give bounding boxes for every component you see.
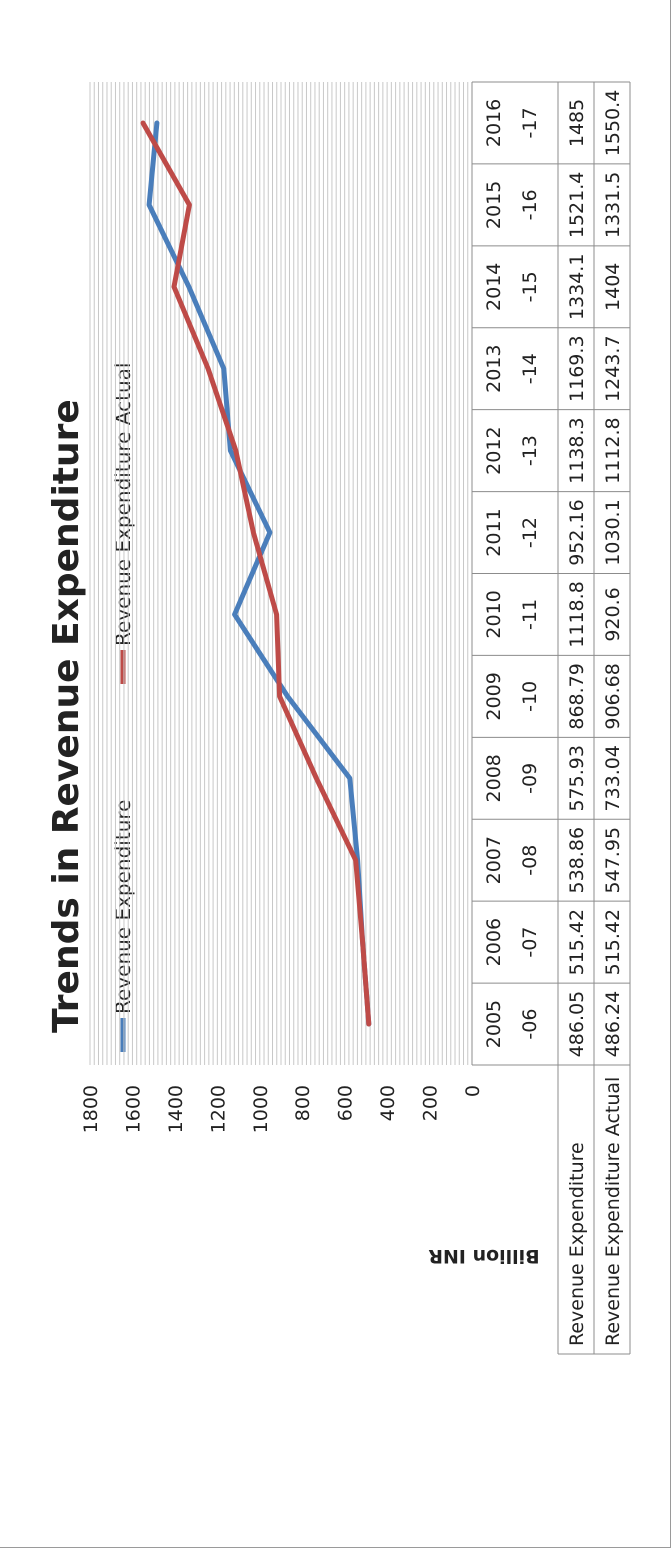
- data-label: 1138.3: [566, 417, 588, 483]
- data-label: 1404: [602, 263, 624, 311]
- data-label: 515.42: [566, 909, 588, 975]
- x-tick-label: -12: [519, 517, 541, 548]
- data-label: 1030.1: [602, 499, 624, 565]
- data-label: 920.6: [602, 587, 624, 641]
- data-label: 1243.7: [602, 335, 624, 401]
- y-axis-ticks: 0 200 400 600 800 1000 1200 1400 1600 1800: [80, 1085, 484, 1133]
- grid-lines: [89, 82, 473, 1065]
- data-label: 1169.3: [566, 335, 588, 401]
- chart-title: Trends in Revenue Expenditure: [46, 399, 87, 1033]
- legend: Revenue Expenditure Revenue Expenditure A…: [111, 363, 135, 1052]
- data-label: 1550.4: [602, 90, 624, 156]
- data-label: 575.93: [566, 745, 588, 811]
- data-label: 868.79: [566, 663, 588, 729]
- x-tick-label: -17: [519, 107, 541, 138]
- x-tick-label: -14: [519, 353, 541, 384]
- y-tick-label: 0: [462, 1085, 484, 1097]
- legend-entry-2: Revenue Expenditure Actual: [111, 363, 135, 684]
- data-label: 1118.8: [566, 581, 588, 647]
- x-tick-label: 2006: [483, 918, 505, 966]
- series-line-2: [140, 120, 372, 1027]
- data-label: 1521.4: [566, 172, 588, 238]
- data-label: 1331.5: [602, 172, 624, 238]
- data-label: 952.16: [566, 499, 588, 565]
- y-tick-label: 200: [420, 1085, 442, 1121]
- x-tick-label: 2015: [483, 181, 505, 229]
- x-tick-label: 2009: [483, 672, 505, 720]
- x-tick-label: 2014: [483, 263, 505, 311]
- x-tick-label: 2010: [483, 590, 505, 638]
- data-label: 515.42: [602, 909, 624, 975]
- x-tick-label: 2005: [483, 1000, 505, 1048]
- x-tick-label: -13: [519, 435, 541, 466]
- x-tick-label: 2016: [483, 99, 505, 147]
- data-label: 486.24: [602, 991, 624, 1057]
- y-tick-label: 1800: [80, 1085, 102, 1133]
- data-label: 1485: [566, 99, 588, 147]
- y-tick-label: 800: [292, 1085, 314, 1121]
- x-tick-label: 2013: [483, 345, 505, 393]
- legend-label: Revenue Expenditure: [111, 800, 135, 1014]
- data-label: 1334.1: [566, 254, 588, 320]
- x-tick-label: 2008: [483, 754, 505, 802]
- x-tick-label: -07: [519, 927, 541, 958]
- x-tick-label: -06: [519, 1009, 541, 1040]
- data-label: 547.95: [602, 827, 624, 893]
- y-tick-label: 400: [377, 1085, 399, 1121]
- y-axis-label: Billion INR: [428, 1245, 540, 1267]
- x-tick-label: -15: [519, 271, 541, 302]
- x-tick-label: 2007: [483, 836, 505, 884]
- legend-label: Revenue Expenditure Actual: [111, 363, 135, 646]
- y-tick-label: 1200: [207, 1085, 229, 1133]
- legend-entry-1: Revenue Expenditure: [111, 800, 135, 1052]
- x-tick-label: -10: [519, 681, 541, 712]
- x-tick-label: 2012: [483, 426, 505, 474]
- x-tick-label: -11: [519, 599, 541, 630]
- y-tick-label: 1400: [165, 1085, 187, 1133]
- x-tick-label: -08: [519, 845, 541, 876]
- data-label: 538.86: [566, 827, 588, 893]
- x-tick-label: -09: [519, 763, 541, 794]
- data-label: 486.05: [566, 991, 588, 1057]
- series-lines: [140, 120, 372, 1027]
- y-tick-label: 1600: [122, 1085, 144, 1133]
- x-tick-label: 2011: [483, 508, 505, 556]
- data-label: 906.68: [602, 663, 624, 729]
- data-label: 733.04: [602, 745, 624, 811]
- data-label: 1112.8: [602, 417, 624, 483]
- table-row-label: Revenue Expenditure: [566, 1142, 588, 1346]
- y-tick-label: 600: [335, 1085, 357, 1121]
- y-tick-label: 1000: [250, 1085, 272, 1133]
- table-row-label: Revenue Expenditure Actual: [602, 1077, 624, 1346]
- x-tick-label: -16: [519, 189, 541, 220]
